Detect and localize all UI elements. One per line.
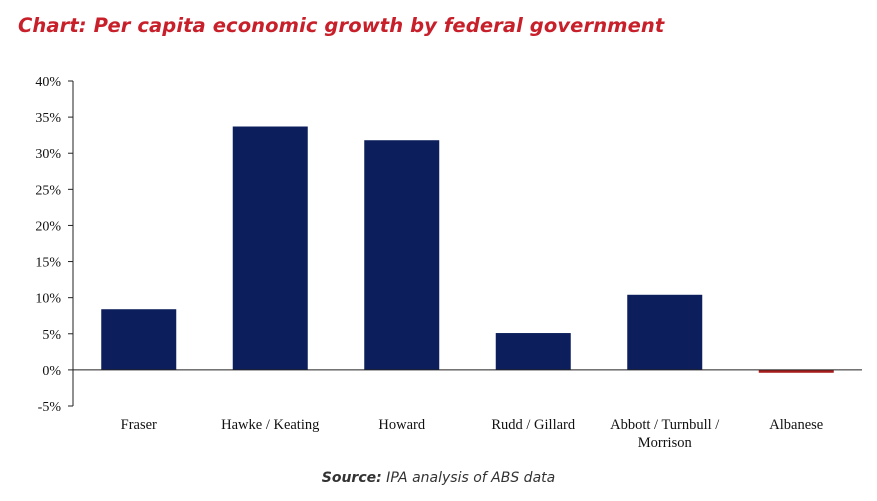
bar [627,294,703,370]
y-tick-label: 15% [35,256,61,271]
x-category-label: Rudd / Gillard [491,417,576,433]
bar [495,333,571,370]
y-tick-label: 0% [42,364,61,379]
source-prefix: Source: [321,470,382,486]
bar [101,309,177,370]
source-note: Source: IPA analysis of ABS data [0,470,877,486]
y-tick-label: -5% [38,400,62,415]
x-category-label: Albanese [769,417,823,433]
y-tick-label: 5% [42,328,61,343]
bar [364,140,440,370]
y-tick-label: 25% [35,183,61,198]
x-category-label: Abbott / Turnbull / [610,417,720,433]
source-text: IPA analysis of ABS data [381,470,556,486]
y-tick-label: 20% [35,219,61,234]
x-category-label: Morrison [638,435,693,451]
x-category-label: Hawke / Keating [221,417,319,433]
chart-title: Chart: Per capita economic growth by fed… [18,14,665,37]
bar [758,369,834,373]
y-tick-label: 40% [35,75,61,90]
bar [232,126,308,370]
x-category-label: Howard [378,417,425,433]
y-tick-label: 30% [35,147,61,162]
x-category-label: Fraser [121,417,157,433]
y-tick-label: 35% [35,111,61,126]
y-tick-label: 10% [35,292,61,307]
